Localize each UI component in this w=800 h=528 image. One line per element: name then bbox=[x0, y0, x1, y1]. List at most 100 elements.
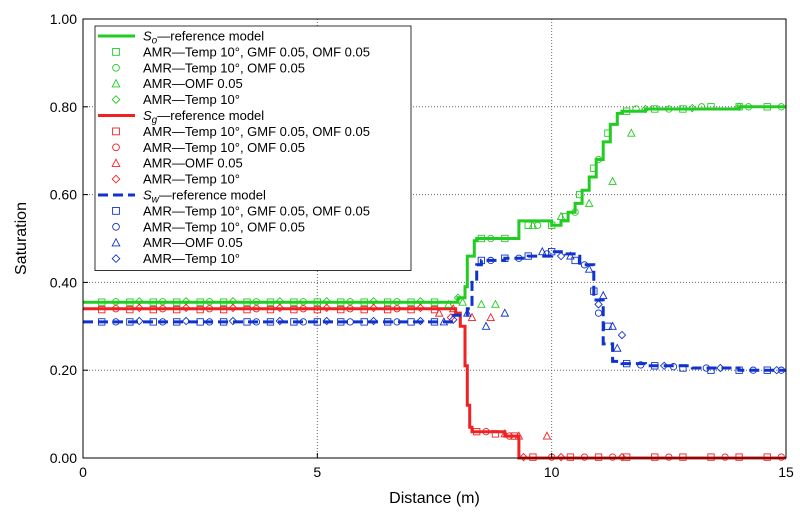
marker-square bbox=[98, 305, 106, 314]
legend-label: AMR—Temp 10°, GMF 0.05, OMF 0.05 bbox=[143, 124, 370, 139]
marker-square bbox=[112, 48, 120, 56]
legend-entry: AMR—Temp 10° bbox=[111, 251, 240, 266]
marker-circle bbox=[665, 453, 673, 461]
marker-circle bbox=[744, 103, 753, 111]
marker-triangle bbox=[537, 246, 547, 256]
marker-circle bbox=[112, 318, 120, 326]
marker-circle bbox=[299, 298, 307, 306]
marker-square bbox=[196, 305, 204, 314]
marker-square bbox=[290, 298, 298, 306]
legend-label: So—reference model bbox=[143, 29, 264, 47]
marker-circle bbox=[637, 361, 645, 369]
legend-box bbox=[94, 25, 412, 271]
marker-triangle bbox=[467, 312, 477, 321]
marker-circle bbox=[571, 208, 579, 216]
y-tick-label: 0.40 bbox=[50, 274, 77, 290]
marker-circle bbox=[594, 309, 603, 317]
legend-label: AMR—Temp 10° bbox=[143, 172, 240, 187]
legend-symbol: S bbox=[143, 108, 152, 123]
marker-circle bbox=[669, 363, 678, 371]
marker-circle bbox=[580, 453, 589, 461]
x-axis-title: Distance (m) bbox=[389, 490, 480, 507]
marker-square bbox=[196, 298, 204, 306]
marker-circle bbox=[159, 298, 167, 306]
legend-entry: AMR—Temp 10° bbox=[111, 92, 240, 107]
marker-diamond bbox=[135, 316, 144, 326]
marker-square bbox=[590, 164, 598, 172]
marker-circle bbox=[393, 318, 401, 326]
marker-diamond bbox=[688, 103, 697, 113]
marker-square bbox=[360, 318, 368, 326]
marker-square bbox=[360, 298, 368, 306]
marker-square bbox=[763, 366, 771, 374]
marker-diamond bbox=[181, 316, 191, 326]
marker-square bbox=[594, 453, 603, 461]
marker-square bbox=[149, 298, 157, 306]
marker-triangle bbox=[584, 264, 594, 273]
marker-triangle bbox=[542, 431, 552, 440]
marker-triangle bbox=[462, 308, 472, 317]
marker-square bbox=[623, 453, 631, 461]
y-tick-label: 0.00 bbox=[50, 450, 77, 466]
marker-circle bbox=[252, 305, 261, 313]
marker-square bbox=[383, 305, 392, 314]
marker-square bbox=[126, 305, 134, 314]
marker-diamond bbox=[416, 316, 425, 326]
marker-square bbox=[651, 105, 659, 113]
marker-square bbox=[590, 287, 598, 295]
marker-circle bbox=[252, 298, 261, 306]
marker-circle bbox=[580, 261, 589, 269]
legend-entry: AMR—OMF 0.05 bbox=[111, 235, 243, 250]
marker-square bbox=[524, 252, 532, 260]
marker-circle bbox=[112, 143, 120, 152]
marker-diamond bbox=[275, 316, 285, 326]
marker-triangle bbox=[477, 299, 486, 308]
marker-circle bbox=[533, 221, 542, 229]
marker-square bbox=[735, 366, 743, 374]
marker-square bbox=[763, 453, 771, 461]
marker-circle bbox=[299, 305, 307, 313]
legend-symbol: S bbox=[143, 188, 152, 203]
marker-square bbox=[219, 305, 228, 314]
marker-square bbox=[707, 453, 715, 461]
marker-diamond bbox=[322, 303, 331, 313]
marker-diamond bbox=[416, 303, 425, 313]
marker-diamond bbox=[369, 316, 378, 326]
marker-square bbox=[290, 305, 298, 314]
marker-triangle bbox=[486, 312, 496, 321]
marker-square bbox=[548, 248, 556, 256]
marker-diamond bbox=[617, 330, 627, 340]
marker-square bbox=[266, 305, 275, 314]
axis-ticks: 0 5 10 15 0.00 0.20 0.40 0.60 0.80 1.00 bbox=[50, 11, 794, 480]
legend-entry: Sg—reference model bbox=[98, 108, 264, 126]
marker-diamond bbox=[111, 254, 121, 264]
x-tick-label: 10 bbox=[544, 464, 560, 480]
marker-circle bbox=[749, 366, 757, 374]
x-tick-label: 5 bbox=[313, 464, 321, 480]
legend-rest: —reference model bbox=[159, 188, 266, 203]
marker-square bbox=[623, 107, 631, 115]
marker-diamond bbox=[556, 251, 566, 261]
legend-entry: AMR—OMF 0.05 bbox=[111, 156, 243, 171]
marker-circle bbox=[205, 298, 214, 306]
marker-diamond bbox=[734, 102, 744, 112]
marker-square bbox=[173, 298, 181, 306]
marker-circle bbox=[505, 432, 514, 440]
marker-triangle bbox=[566, 251, 575, 260]
marker-diamond bbox=[369, 303, 378, 313]
marker-square bbox=[491, 430, 500, 438]
marker-square bbox=[430, 305, 439, 314]
marker-square bbox=[407, 305, 415, 314]
marker-circle bbox=[112, 63, 120, 72]
y-axis-title: Saturation bbox=[13, 202, 30, 275]
x-tick-label: 15 bbox=[778, 464, 794, 480]
marker-square bbox=[407, 298, 415, 306]
marker-diamond bbox=[111, 95, 121, 105]
marker-circle bbox=[777, 366, 785, 374]
marker-circle bbox=[393, 298, 401, 306]
marker-square bbox=[173, 318, 181, 326]
legend-entry: AMR—Temp 10°, GMF 0.05, OMF 0.05 bbox=[112, 124, 370, 139]
marker-square bbox=[149, 305, 157, 314]
marker-square bbox=[383, 298, 392, 306]
y-tick-label: 0.20 bbox=[50, 362, 77, 378]
